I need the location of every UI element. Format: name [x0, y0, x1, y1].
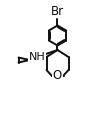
Text: NH: NH: [29, 52, 45, 62]
Text: O: O: [53, 69, 62, 82]
Text: Br: Br: [51, 5, 64, 18]
